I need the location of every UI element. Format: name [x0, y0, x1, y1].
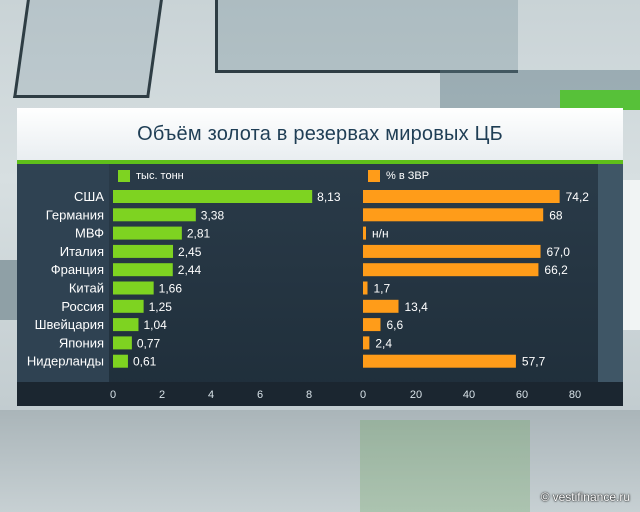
value-label-tonnes: 1,04 — [143, 318, 167, 332]
tick-label: 0 — [110, 389, 116, 401]
bar-percent — [363, 336, 370, 350]
category-label: Нидерланды — [27, 354, 104, 369]
category-label: МВФ — [75, 226, 104, 241]
bar-percent — [363, 263, 539, 277]
value-label-tonnes: 2,81 — [187, 227, 211, 241]
value-label-percent: 2,4 — [375, 336, 392, 350]
value-label-tonnes: 0,61 — [133, 355, 157, 369]
value-label-percent: 66,2 — [544, 263, 568, 277]
bar-percent — [363, 299, 399, 313]
value-label-percent: 68 — [549, 208, 563, 222]
bar-tonnes — [113, 226, 182, 240]
background-shape — [0, 260, 18, 320]
value-label-tonnes: 0,77 — [137, 336, 161, 350]
category-label: Италия — [60, 244, 104, 259]
value-label-tonnes: 1,66 — [159, 282, 183, 296]
tick-label: 2 — [159, 389, 165, 401]
bar-tonnes — [113, 354, 128, 368]
background-shape — [360, 420, 530, 512]
background-shape — [215, 0, 518, 73]
legend-tonnes: тыс. тонн — [118, 170, 184, 182]
value-label-tonnes: 3,38 — [201, 208, 225, 222]
bar-percent — [363, 226, 366, 240]
category-label: Россия — [61, 299, 104, 314]
category-label: Китай — [69, 281, 104, 296]
value-label-tonnes: 2,45 — [178, 245, 202, 259]
value-label-percent: 6,6 — [386, 318, 403, 332]
tick-label: 60 — [516, 389, 528, 401]
bar-tonnes — [113, 208, 196, 222]
tick-label: 0 — [360, 389, 366, 401]
chart-title: Объём золота в резервах мировых ЦБ — [137, 122, 503, 145]
category-label: США — [74, 189, 104, 204]
value-label-percent: 13,4 — [405, 300, 429, 314]
category-label: Швейцария — [35, 317, 104, 332]
bar-tonnes — [113, 190, 313, 203]
value-label-percent: 67,0 — [547, 245, 571, 259]
value-label-percent: 1,7 — [374, 282, 391, 296]
bar-percent — [363, 281, 368, 295]
value-label-tonnes: 2,44 — [178, 263, 202, 277]
source-credit: © vestifinance.ru — [541, 490, 630, 504]
tick-label: 6 — [257, 389, 263, 401]
bar-tonnes — [113, 263, 173, 277]
tick-label: 80 — [569, 389, 581, 401]
category-label: Япония — [59, 335, 104, 350]
panel-edge — [598, 164, 623, 406]
tick-label: 4 — [208, 389, 214, 401]
credit-text: vestifinance.ru — [552, 490, 630, 504]
category-label: Франция — [51, 262, 104, 277]
background-shape — [560, 90, 640, 110]
bar-tonnes — [113, 318, 139, 332]
axis-strip — [17, 382, 623, 406]
tick-label: 40 — [463, 389, 475, 401]
bar-tonnes — [113, 244, 174, 258]
legend-label: % в ЗВР — [386, 170, 430, 182]
bar-percent — [363, 244, 541, 258]
value-label-percent: н/н — [372, 227, 389, 241]
bar-percent — [363, 208, 544, 222]
tick-label: 8 — [306, 389, 312, 401]
value-label-percent: 74,2 — [566, 190, 590, 204]
legend-swatch-green — [118, 170, 130, 182]
category-column — [17, 164, 109, 382]
value-label-percent: 57,7 — [522, 355, 546, 369]
tick-label: 20 — [410, 389, 422, 401]
bar-percent — [363, 354, 516, 368]
legend-percent: % в ЗВР — [368, 170, 429, 182]
category-label: Германия — [46, 207, 104, 222]
value-label-tonnes: 1,25 — [149, 300, 173, 314]
bar-tonnes — [113, 281, 154, 295]
bar-tonnes — [113, 299, 144, 313]
background-floor — [0, 410, 640, 512]
bar-percent — [363, 318, 381, 332]
value-label-tonnes: 8,13 — [317, 190, 341, 204]
bar-tonnes — [113, 336, 132, 350]
copyright-icon: © — [540, 490, 550, 504]
legend-label: тыс. тонн — [136, 170, 184, 182]
chart-header: Объём золота в резервах мировых ЦБ — [17, 108, 623, 164]
legend-swatch-orange — [368, 170, 380, 182]
bar-percent — [363, 190, 560, 203]
